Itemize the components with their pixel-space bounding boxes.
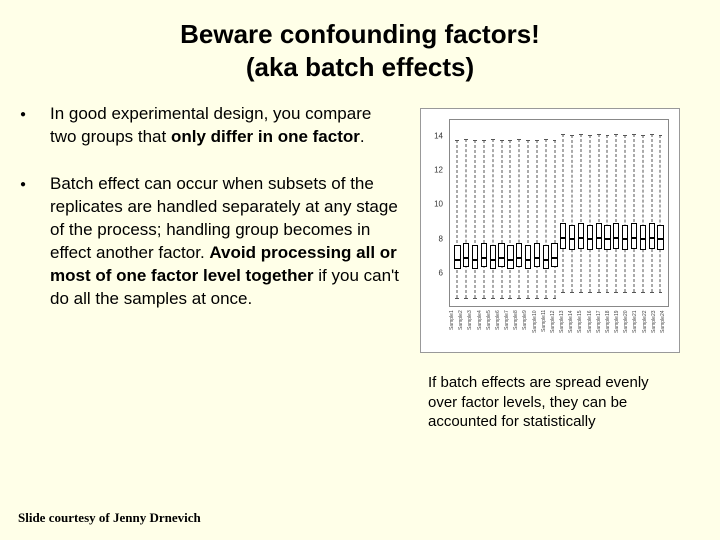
boxplot-item (480, 120, 488, 306)
boxplot-item (489, 120, 497, 306)
boxplot-item (568, 120, 576, 306)
y-tick-label: 14 (434, 132, 443, 141)
bullet-1: ● In good experimental design, you compa… (20, 103, 400, 149)
boxplot-item (648, 120, 656, 306)
boxplot-item (639, 120, 647, 306)
x-tick-label: Sample18 (605, 308, 614, 350)
boxplot-item (498, 120, 506, 306)
bullet-2-text: Batch effect can occur when subsets of t… (50, 173, 400, 311)
boxplot-item (506, 120, 514, 306)
boxplot-item (462, 120, 470, 306)
y-tick-label: 6 (439, 268, 443, 277)
x-tick-label: Sample11 (541, 308, 550, 350)
slide-title: Beware confounding factors! (aka batch e… (0, 0, 720, 83)
x-tick-label: Sample3 (467, 308, 476, 350)
x-tick-label: Sample23 (651, 308, 660, 350)
bullet-1-bold: only differ in one factor (171, 127, 360, 146)
bullet-1-post: . (360, 127, 365, 146)
x-tick-label: Sample22 (642, 308, 651, 350)
bullets-column: ● In good experimental design, you compa… (20, 103, 410, 432)
bullet-dot-icon: ● (20, 103, 50, 149)
x-tick-label: Sample10 (532, 308, 541, 350)
x-tick-label: Sample13 (559, 308, 568, 350)
bullet-2: ● Batch effect can occur when subsets of… (20, 173, 400, 311)
plot-area (449, 119, 669, 307)
x-tick-label: Sample2 (458, 308, 467, 350)
boxplot-chart: 68101214 Sample1Sample2Sample3Sample4Sam… (420, 108, 680, 353)
x-tick-label: Sample6 (495, 308, 504, 350)
bullet-dot-icon: ● (20, 173, 50, 311)
figure-column: 68101214 Sample1Sample2Sample3Sample4Sam… (410, 103, 690, 432)
boxplot-item (621, 120, 629, 306)
x-tick-label: Sample7 (504, 308, 513, 350)
y-tick-label: 10 (434, 200, 443, 209)
bullet-1-text: In good experimental design, you compare… (50, 103, 400, 149)
boxplot-item (586, 120, 594, 306)
x-tick-label: Sample24 (660, 308, 669, 350)
boxplot-item (471, 120, 479, 306)
title-line-2: (aka batch effects) (0, 51, 720, 84)
boxplot-item (542, 120, 550, 306)
slide-credit: Slide courtesy of Jenny Drnevich (18, 510, 201, 526)
boxplot-series (450, 120, 668, 306)
x-tick-label: Sample12 (550, 308, 559, 350)
figure-caption: If batch effects are spread evenly over … (420, 353, 670, 432)
boxplot-item (533, 120, 541, 306)
boxplot-item (595, 120, 603, 306)
boxplot-item (559, 120, 567, 306)
x-tick-label: Sample16 (587, 308, 596, 350)
boxplot-item (515, 120, 523, 306)
boxplot-item (551, 120, 559, 306)
x-axis-labels: Sample1Sample2Sample3Sample4Sample5Sampl… (449, 308, 669, 350)
x-tick-label: Sample1 (449, 308, 458, 350)
boxplot-item (524, 120, 532, 306)
x-tick-label: Sample4 (477, 308, 486, 350)
x-tick-label: Sample9 (522, 308, 531, 350)
x-tick-label: Sample15 (577, 308, 586, 350)
y-tick-label: 8 (439, 234, 443, 243)
x-tick-label: Sample17 (596, 308, 605, 350)
boxplot-item (604, 120, 612, 306)
x-tick-label: Sample19 (614, 308, 623, 350)
boxplot-item (630, 120, 638, 306)
boxplot-item (454, 120, 462, 306)
y-tick-label: 12 (434, 166, 443, 175)
x-tick-label: Sample5 (486, 308, 495, 350)
content-area: ● In good experimental design, you compa… (0, 83, 720, 432)
boxplot-item (657, 120, 665, 306)
boxplot-item (612, 120, 620, 306)
x-tick-label: Sample8 (513, 308, 522, 350)
y-axis: 6 8 10 12 14 (421, 119, 447, 307)
title-line-1: Beware confounding factors! (0, 18, 720, 51)
boxplot-item (577, 120, 585, 306)
x-tick-label: Sample21 (632, 308, 641, 350)
